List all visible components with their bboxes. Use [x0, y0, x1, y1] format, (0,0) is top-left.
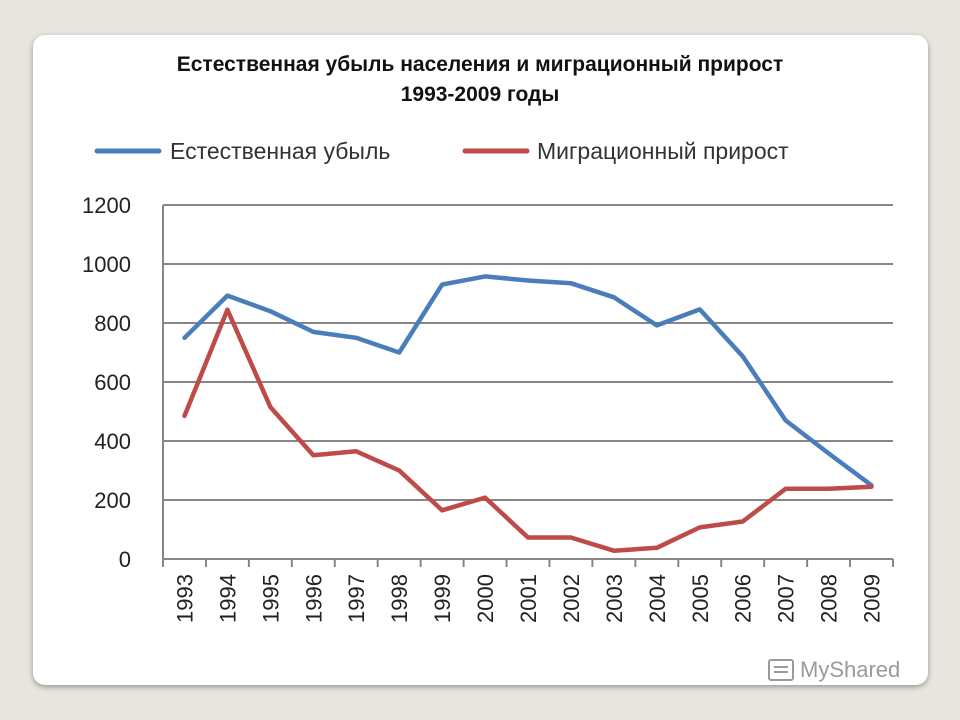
x-tick-label: 1994	[215, 574, 240, 623]
y-tick-label: 800	[94, 311, 131, 336]
x-tick-label: 2005	[688, 574, 713, 623]
x-tick-label: 2001	[516, 574, 541, 623]
x-tick-label: 1995	[258, 574, 283, 623]
slide-card	[33, 35, 928, 685]
x-tick-label: 1997	[344, 574, 369, 623]
x-tick-label: 1993	[172, 574, 197, 623]
x-tick-label: 2008	[817, 574, 842, 623]
y-tick-label: 400	[94, 429, 131, 454]
chart-title: Естественная убыль населения и миграцион…	[0, 50, 960, 110]
watermark: MyShared	[768, 657, 900, 683]
x-tick-label: 2006	[731, 574, 756, 623]
chart-title-line2: 1993-2009 годы	[400, 83, 560, 106]
legend-label-2: Миграционный прирост	[537, 138, 789, 164]
legend-label-1: Естественная убыль	[170, 138, 390, 164]
x-tick-label: 1996	[301, 574, 326, 623]
y-tick-label: 600	[94, 370, 131, 395]
x-tick-label: 1998	[387, 574, 412, 623]
watermark-text: MyShared	[800, 657, 901, 682]
y-tick-label: 1000	[82, 252, 131, 277]
x-tick-label: 1999	[430, 574, 455, 623]
y-tick-label: 0	[119, 547, 131, 572]
myshared-logo-icon	[768, 659, 794, 681]
y-tick-label: 200	[94, 488, 131, 513]
x-tick-label: 2007	[774, 574, 799, 623]
chart-title-line1: Естественная убыль населения и миграцион…	[176, 53, 784, 76]
series-line-1	[182, 274, 874, 488]
x-tick-label: 2002	[559, 574, 584, 623]
y-tick-label: 1200	[82, 193, 131, 218]
series-line-2	[182, 307, 874, 553]
x-tick-label: 2009	[860, 574, 885, 623]
x-tick-label: 2004	[645, 574, 670, 623]
x-tick-label: 2003	[602, 574, 627, 623]
x-tick-label: 2000	[473, 574, 498, 623]
